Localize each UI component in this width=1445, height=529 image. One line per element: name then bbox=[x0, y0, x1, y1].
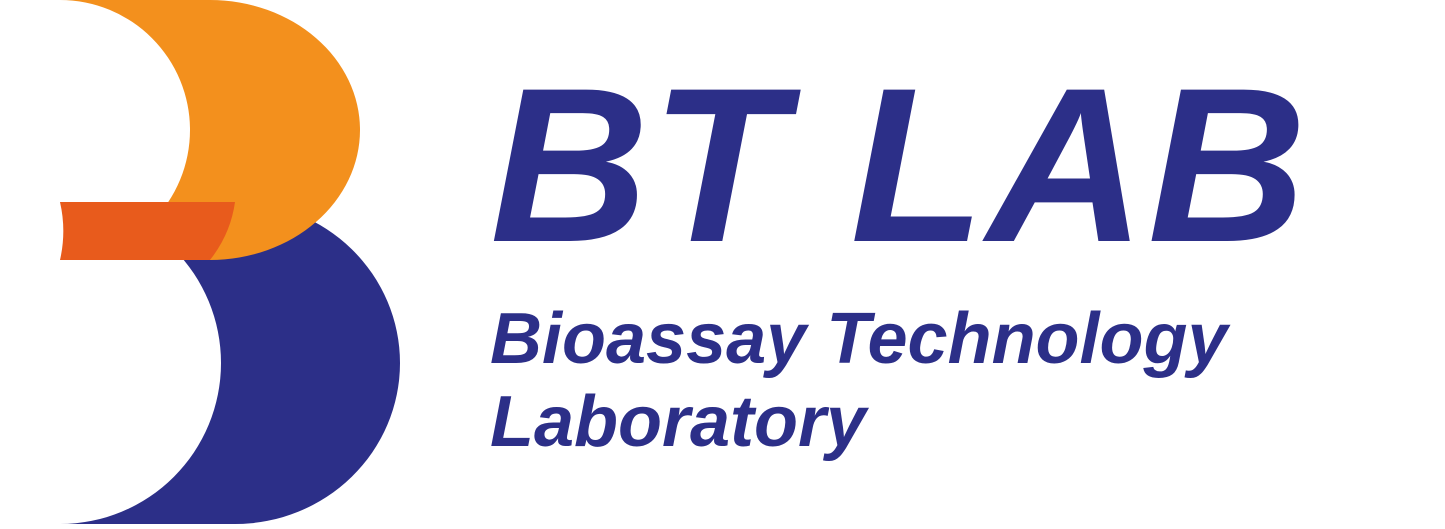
logo-mark bbox=[0, 0, 430, 524]
brand-name: BT LAB bbox=[490, 61, 1309, 270]
mark-overlap bbox=[60, 202, 235, 260]
tagline-line-1: Bioassay Technology bbox=[490, 298, 1309, 381]
logo-text-block: BT LAB Bioassay Technology Laboratory bbox=[490, 61, 1309, 464]
brand-tagline: Bioassay Technology Laboratory bbox=[490, 298, 1309, 464]
logo-mark-svg bbox=[0, 0, 430, 524]
bt-lab-logo: BT LAB Bioassay Technology Laboratory bbox=[0, 0, 1445, 524]
tagline-line-2: Laboratory bbox=[490, 381, 1309, 464]
